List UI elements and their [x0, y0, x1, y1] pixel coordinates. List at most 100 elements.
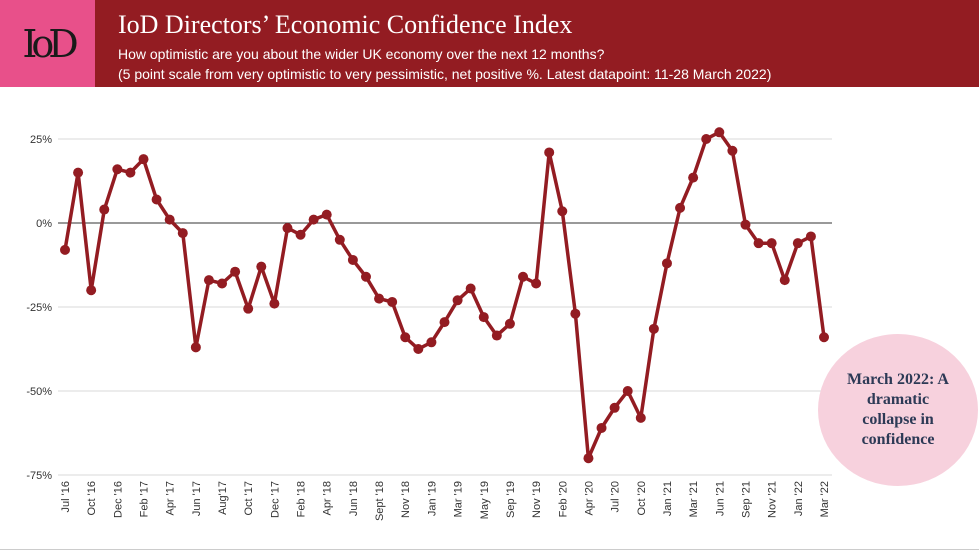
- data-point: [112, 164, 123, 175]
- data-point: [766, 238, 777, 249]
- data-point: [347, 254, 358, 265]
- data-point: [727, 145, 738, 156]
- data-point: [753, 238, 764, 249]
- data-point: [387, 296, 398, 307]
- data-point: [282, 223, 293, 234]
- data-point: [60, 244, 70, 255]
- data-point: [491, 330, 502, 341]
- data-point: [138, 154, 149, 165]
- x-tick-label: Apr '20: [583, 481, 595, 516]
- x-tick-label: Apr '18: [322, 481, 334, 516]
- series-line: [63, 130, 826, 459]
- x-tick-label: Jan '19: [426, 481, 438, 516]
- x-tick-label: Sep '19: [505, 481, 517, 518]
- x-tick-label: Jul '20: [610, 481, 622, 512]
- data-point: [177, 228, 188, 239]
- data-point: [413, 344, 424, 354]
- data-point: [321, 209, 332, 220]
- chart-grid: [58, 138, 832, 476]
- x-tick-label: Feb '17: [139, 481, 151, 517]
- data-point: [308, 214, 319, 225]
- data-point: [544, 147, 555, 158]
- page-title: IoD Directors’ Economic Confidence Index: [118, 10, 573, 39]
- data-point: [334, 234, 345, 245]
- data-point: [478, 312, 489, 323]
- data-point: [570, 308, 581, 319]
- logo-text: IoD: [22, 21, 78, 66]
- data-point: [295, 229, 306, 240]
- data-point: [583, 453, 594, 464]
- data-point: [701, 134, 712, 144]
- subtitle-note: (5 point scale from very optimistic to v…: [118, 66, 772, 82]
- x-tick-label: Mar '19: [453, 481, 465, 517]
- data-point: [531, 278, 542, 289]
- data-point: [635, 412, 646, 423]
- x-tick-label: Jun '21: [714, 481, 726, 516]
- data-point: [190, 342, 201, 353]
- data-point: [792, 238, 803, 249]
- x-tick-label: Jul '16: [60, 481, 72, 512]
- y-tick-label: -75%: [26, 470, 52, 482]
- data-point: [269, 298, 280, 309]
- subtitle-question: How optimistic are you about the wider U…: [118, 46, 605, 62]
- data-point: [518, 271, 529, 282]
- series-confidence-index: [60, 127, 829, 464]
- x-tick-label: Oct '16: [86, 481, 98, 516]
- x-axis-ticks: Jul '16 Oct '16 Dec '16 Feb '17 Apr '17 Jun '…: [60, 481, 831, 521]
- x-tick-label: Feb '20: [557, 481, 569, 517]
- x-tick-label: Jan '22: [793, 481, 805, 516]
- y-axis-ticks: 25% 0% -25% -50% -75%: [26, 134, 52, 482]
- data-point: [203, 275, 214, 286]
- callout-text: March 2022: A dramatic collapse in confi…: [847, 371, 949, 448]
- data-point: [675, 202, 686, 213]
- data-point: [230, 266, 241, 277]
- data-point: [465, 283, 476, 294]
- y-tick-label: 0%: [36, 218, 52, 230]
- data-point: [661, 258, 672, 269]
- data-point: [73, 167, 84, 178]
- data-point: [439, 317, 450, 328]
- data-point: [648, 323, 659, 334]
- data-point: [243, 303, 254, 314]
- x-tick-label: Sept '18: [374, 481, 386, 521]
- x-tick-label: Aug'17: [217, 481, 229, 515]
- x-tick-label: May '19: [479, 481, 491, 519]
- x-tick-label: Jan '21: [662, 481, 674, 516]
- data-point: [688, 172, 699, 183]
- confidence-line-chart: 25% 0% -25% -50% -75% Jul '16 Oct '16 Dec '16 F…: [26, 127, 832, 521]
- x-tick-label: Nov '18: [400, 481, 412, 518]
- data-point: [164, 214, 175, 225]
- data-point: [609, 402, 620, 413]
- x-tick-label: Mar '21: [688, 481, 700, 517]
- data-point: [714, 127, 725, 138]
- data-point: [125, 167, 136, 178]
- x-tick-label: Jun '17: [191, 481, 203, 516]
- data-point: [819, 332, 829, 343]
- header-banner: IoD IoD Directors’ Economic Confidence I…: [0, 0, 979, 87]
- x-tick-label: Feb '18: [296, 481, 308, 517]
- data-point: [400, 332, 411, 343]
- x-tick-label: Oct '20: [636, 481, 648, 516]
- data-point: [622, 386, 633, 396]
- data-point: [99, 204, 110, 215]
- annotation-callout: March 2022: A dramatic collapse in confi…: [818, 334, 978, 486]
- x-tick-label: Nov '21: [767, 481, 779, 518]
- x-tick-label: Sep '21: [740, 481, 752, 518]
- data-point: [452, 295, 463, 306]
- x-tick-label: Nov '19: [531, 481, 543, 518]
- footer-divider: [0, 549, 979, 550]
- y-tick-label: -50%: [26, 386, 52, 398]
- x-tick-label: Dec '17: [269, 481, 281, 518]
- x-tick-label: Mar '22: [819, 481, 831, 517]
- y-tick-label: -25%: [26, 302, 52, 314]
- data-point: [779, 275, 790, 286]
- x-tick-label: Jun '18: [348, 481, 360, 516]
- data-point: [217, 278, 228, 289]
- data-point: [256, 261, 267, 272]
- data-point: [360, 271, 371, 282]
- x-tick-label: Apr '17: [165, 481, 177, 516]
- x-tick-label: Oct '17: [243, 481, 255, 516]
- data-point: [805, 231, 816, 242]
- data-point: [374, 293, 385, 304]
- data-point: [596, 422, 607, 433]
